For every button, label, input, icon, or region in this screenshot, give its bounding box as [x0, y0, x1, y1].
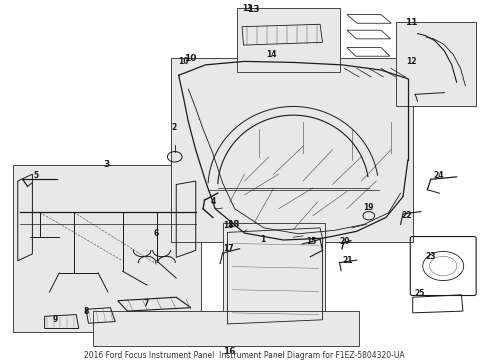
Bar — [237, 8, 339, 72]
Text: 18: 18 — [223, 221, 234, 230]
Text: 16: 16 — [222, 347, 235, 356]
Text: 15: 15 — [306, 237, 316, 246]
Text: 12: 12 — [405, 57, 416, 66]
Text: 11: 11 — [405, 18, 417, 27]
Text: 19: 19 — [363, 203, 373, 212]
Text: 10: 10 — [183, 54, 196, 63]
Text: 2016 Ford Focus Instrument Panel  Instrument Panel Diagram for F1EZ-5804320-UA: 2016 Ford Focus Instrument Panel Instrum… — [84, 351, 404, 360]
Text: 9: 9 — [53, 315, 58, 324]
Text: 8: 8 — [83, 307, 88, 316]
Text: 23: 23 — [425, 252, 435, 261]
Text: 7: 7 — [143, 299, 148, 308]
Text: 14: 14 — [265, 50, 276, 59]
Text: 13: 13 — [241, 4, 252, 13]
Text: 20: 20 — [339, 237, 349, 246]
Text: 24: 24 — [432, 171, 443, 180]
Text: 5: 5 — [33, 171, 38, 180]
Text: 3: 3 — [103, 160, 109, 169]
Text: 25: 25 — [413, 289, 424, 298]
Text: 6: 6 — [153, 229, 158, 238]
Text: 18: 18 — [226, 220, 239, 229]
Bar — [171, 58, 412, 242]
Bar — [13, 166, 200, 332]
Text: 10: 10 — [178, 57, 188, 66]
Text: 13: 13 — [246, 5, 259, 14]
Text: 1: 1 — [260, 235, 265, 244]
Text: 17: 17 — [223, 244, 234, 253]
Bar — [395, 22, 475, 107]
Bar — [93, 311, 358, 346]
Text: 21: 21 — [342, 256, 352, 265]
Bar — [222, 223, 325, 325]
Text: 22: 22 — [400, 211, 411, 220]
Text: 4: 4 — [211, 197, 216, 206]
Text: 2: 2 — [171, 123, 176, 132]
